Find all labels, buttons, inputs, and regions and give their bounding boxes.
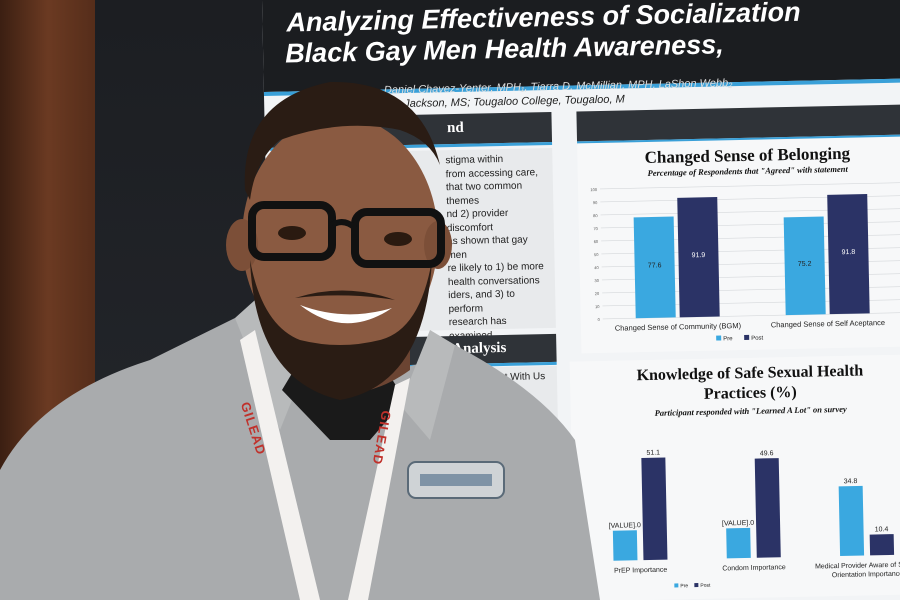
- bar: [677, 197, 720, 318]
- bar-value-label: 75.2: [798, 261, 812, 268]
- bar: [869, 534, 895, 556]
- category-label: Orientation Importance: [832, 571, 900, 579]
- chart2-title: Knowledge of Safe Sexual Health Practice…: [636, 362, 864, 403]
- bar-value-label: 91.8: [842, 249, 856, 256]
- background-text-line: re likely to 1) be more: [447, 261, 544, 275]
- bar: [838, 485, 865, 557]
- analysis-text-line: per Connect With Us: [452, 371, 546, 385]
- bar: [726, 527, 751, 559]
- legend-swatch: [716, 335, 722, 341]
- section-analysis-header: n Analysis: [274, 333, 557, 371]
- chart-knowledge: Knowledge of Safe Sexual Health Practice…: [569, 354, 900, 600]
- research-poster: Analyzing Effectiveness of Socialization…: [262, 0, 900, 600]
- background-text-line: nd 2) provider discomfort: [446, 207, 509, 234]
- chart2-svg: [VALUE].0 51.1 PrEP Importance [VALUE].0 49.…: [609, 450, 900, 590]
- bar-value-label: 91.9: [692, 252, 706, 259]
- bar: [633, 216, 676, 319]
- poster-title: Analyzing Effectiveness of Socialization…: [285, 0, 900, 69]
- chart1-svg: 0 10 20 30 40 50 60 70 80 90 100 77.6 91.9 Changed Se…: [590, 182, 900, 342]
- y-tick-label: 80: [593, 213, 598, 218]
- bar: [783, 216, 826, 316]
- legend-swatch: [674, 583, 679, 588]
- y-tick-label: 100: [590, 187, 598, 192]
- legend-swatch: [694, 582, 699, 588]
- analysis-text: per Connect With Us curriculum into hy Liv…: [274, 365, 559, 442]
- section-background-header: nd: [269, 111, 553, 151]
- legend-label: Pre: [723, 336, 733, 342]
- category-label: Condom Importance: [722, 564, 786, 572]
- legend-swatch: [744, 334, 750, 340]
- background-text-line: health conversations: [447, 274, 540, 288]
- bar-value-label: 49.6: [760, 450, 774, 457]
- y-tick-label: 90: [593, 200, 598, 205]
- bar-value-label: 34.8: [844, 478, 858, 485]
- y-tick-label: 70: [593, 226, 598, 231]
- bar: [827, 194, 870, 315]
- poster-board: [95, 0, 285, 600]
- bar-value-label: 77.6: [648, 262, 662, 269]
- bar: [612, 530, 638, 561]
- bar-value-label: 51.1: [646, 450, 660, 457]
- background-text-line: iders, and 3) to perform: [448, 288, 516, 315]
- y-tick-label: 60: [594, 239, 599, 244]
- y-tick-label: 10: [595, 304, 600, 309]
- background-text-line: as shown that gay men: [446, 234, 528, 261]
- section-background-label: nd: [446, 119, 464, 137]
- y-tick-label: 30: [594, 278, 599, 283]
- legend-label: Post: [700, 583, 711, 589]
- background-text-line: that two common themes: [445, 180, 523, 207]
- y-tick-label: 20: [595, 291, 600, 296]
- legend-label: Pre: [680, 583, 688, 589]
- bar-value-label: [VALUE].0: [722, 520, 754, 528]
- legend-label: Post: [751, 336, 763, 342]
- category-label: Changed Sense of Community (BGM): [615, 321, 742, 333]
- background-text-line: from accessing care,: [445, 166, 539, 180]
- chart-belonging: Changed Sense of Belonging Percentage of…: [577, 136, 900, 354]
- section-analysis-label: n Analysis: [440, 339, 507, 358]
- background-text: stigma within from accessing care, that tw…: [270, 147, 556, 436]
- section-results-header: [576, 104, 900, 145]
- bar-value-label: 10.4: [875, 526, 889, 533]
- y-tick-label: 0: [597, 317, 600, 322]
- category-label: Changed Sense of Self Aceptance: [771, 318, 885, 329]
- y-tick-label: 40: [594, 265, 599, 270]
- bar-value-label: [VALUE].0: [609, 522, 641, 530]
- category-label: PrEP Importance: [614, 567, 667, 575]
- gridline: [600, 182, 900, 190]
- y-tick-label: 50: [594, 252, 599, 257]
- bar: [754, 458, 781, 558]
- analysis-text-line: itis,: [453, 413, 469, 425]
- bar: [641, 457, 668, 561]
- category-label: Medical Provider Aware of Sexual: [815, 561, 900, 570]
